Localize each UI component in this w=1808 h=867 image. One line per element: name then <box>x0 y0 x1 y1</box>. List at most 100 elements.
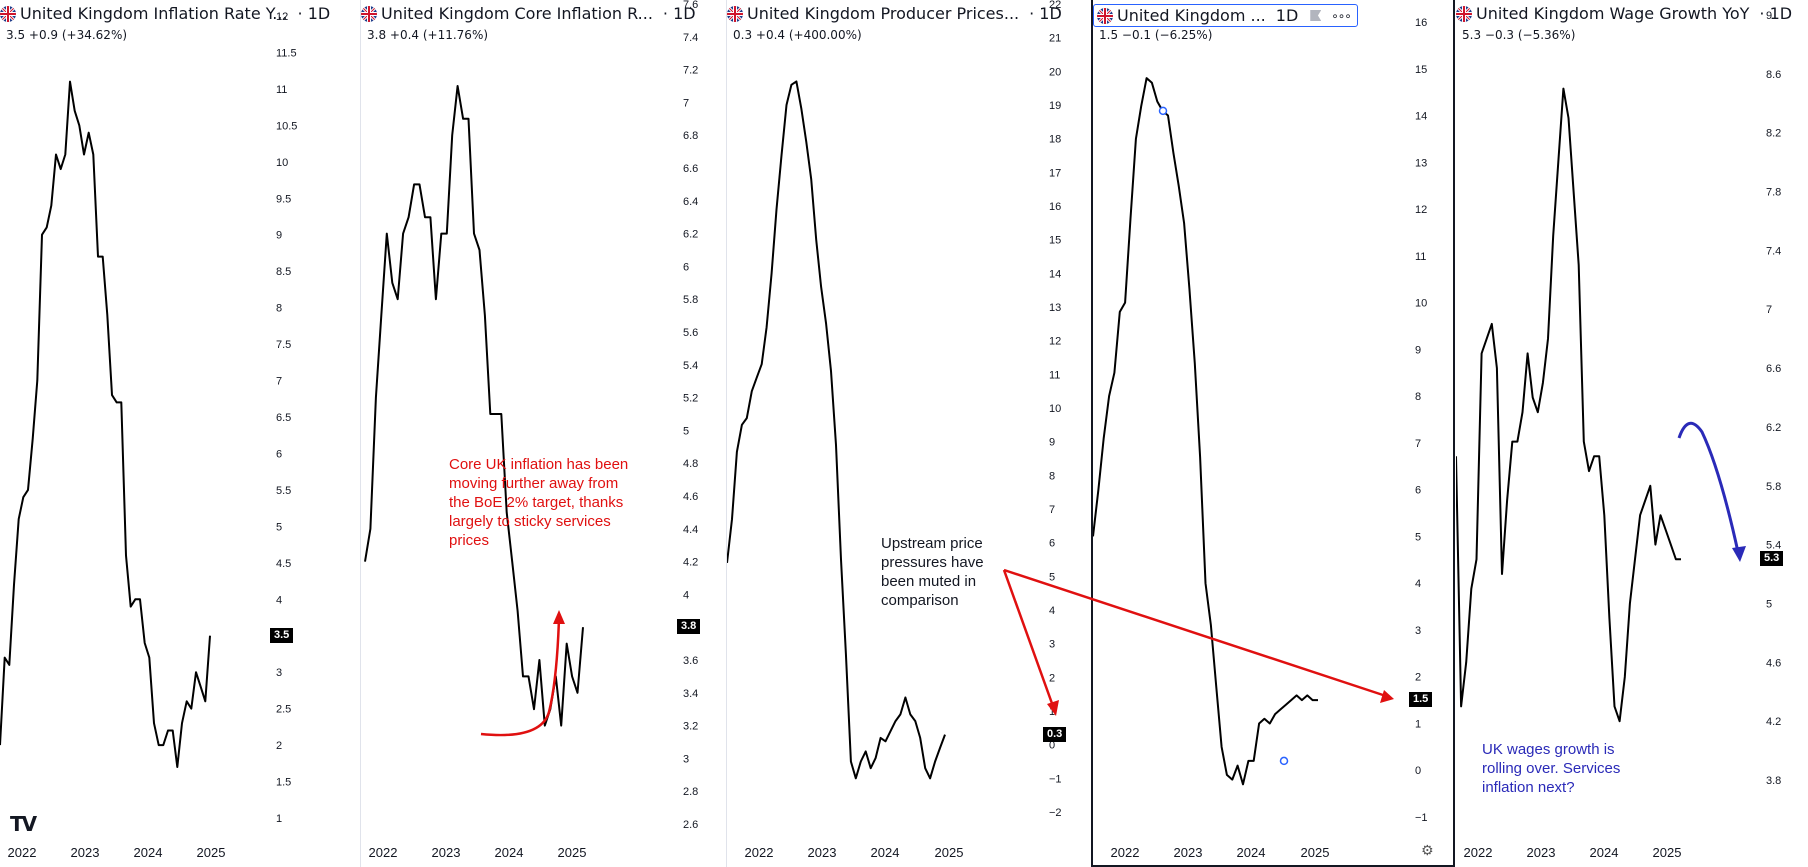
x-tick-label: 2022 <box>1464 845 1493 860</box>
y-tick-label: 2.8 <box>683 786 698 798</box>
y-tick-label: 12 <box>1415 204 1427 216</box>
y-axis: 1211.51110.5109.598.587.576.565.554.543.… <box>276 11 297 825</box>
y-tick-label: 7.2 <box>683 65 698 77</box>
y-tick-label: 0 <box>1049 740 1055 752</box>
y-tick-label: 6 <box>1415 485 1421 497</box>
pane-title: United Kingdom Wage Growth YoY <box>1476 4 1750 23</box>
series-line <box>727 80 946 780</box>
y-tick-label: 20 <box>1049 66 1061 78</box>
y-tick-label: 7 <box>1049 504 1055 516</box>
x-axis: 2022 2023 2024 2025 <box>1464 845 1682 860</box>
pane-header[interactable]: United Kingdom ... 1D ∘∘∘ <box>1093 4 1358 27</box>
y-tick-label: 7 <box>1766 304 1772 316</box>
arrow-head-icon <box>1732 546 1746 562</box>
x-tick-label: 2024 <box>871 845 900 860</box>
y-tick-label: 4.4 <box>683 524 698 536</box>
y-tick-label: 14 <box>1049 268 1061 280</box>
chart-svg: 222120191817161514131211109876543210−1−2… <box>727 0 1062 860</box>
pane-header[interactable]: United Kingdom Core Inflation R... · 1D <box>361 4 696 23</box>
x-tick-label: 2025 <box>1301 845 1330 860</box>
pane-header-box[interactable]: United Kingdom ... 1D ∘∘∘ <box>1093 4 1358 27</box>
y-tick-label: 7.8 <box>1766 187 1781 199</box>
y-tick-label: 4 <box>1415 578 1421 590</box>
uk-flag-icon <box>0 5 16 22</box>
y-tick-label: 5 <box>683 425 689 437</box>
pane-summary: 5.3 −0.3 (−5.36%) <box>1462 28 1576 42</box>
y-tick-label: 22 <box>1049 0 1061 11</box>
y-tick-label: 5 <box>1049 571 1055 583</box>
settings-gear-icon[interactable]: ⚙ <box>1421 843 1434 859</box>
y-tick-label: 9 <box>1766 10 1772 22</box>
y-tick-label: 9 <box>1415 344 1421 356</box>
y-tick-label: 6.4 <box>683 196 698 208</box>
y-tick-label: 3 <box>683 753 689 765</box>
y-tick-label: 7 <box>1415 438 1421 450</box>
y-tick-label: 4 <box>1049 605 1055 617</box>
y-tick-label: 6.2 <box>1766 422 1781 434</box>
pane-summary: 0.3 +0.4 (+400.00%) <box>733 28 862 42</box>
y-tick-label: 16 <box>1415 17 1427 29</box>
x-axis: 2022 2023 2024 2025 <box>369 845 587 860</box>
y-tick-label: 3.8 <box>1766 775 1781 787</box>
x-tick-label: 2023 <box>808 845 837 860</box>
y-tick-label: 2 <box>1049 672 1055 684</box>
chart-pane-selected[interactable]: United Kingdom ... 1D ∘∘∘ 1.5 −0.1 (−6.2… <box>1091 0 1455 867</box>
pane-divider[interactable] <box>360 0 361 867</box>
chart-pane-inflation[interactable]: United Kingdom Inflation Rate Y... · 1D … <box>0 0 360 867</box>
last-value-badge: 3.5 <box>270 627 294 643</box>
y-tick-label: 7.4 <box>1766 245 1781 257</box>
chart-pane-core-inflation[interactable]: United Kingdom Core Inflation R... · 1D … <box>361 0 726 867</box>
y-tick-label: 3.6 <box>683 655 698 667</box>
y-tick-label: 5 <box>1766 598 1772 610</box>
x-axis: 2022 2023 2024 2025 <box>1111 845 1330 860</box>
y-tick-label: 4.5 <box>276 558 291 570</box>
y-tick-label: 10 <box>276 157 288 169</box>
y-tick-label: −2 <box>1049 807 1062 819</box>
x-tick-label: 2022 <box>8 845 37 860</box>
producer-prices-annotation[interactable]: Upstream price pressures have been muted… <box>881 535 984 609</box>
y-tick-label: 1 <box>1415 718 1421 730</box>
flag-marker-icon[interactable] <box>1310 10 1322 21</box>
y-tick-label: 10 <box>1415 298 1427 310</box>
pane-divider[interactable] <box>726 0 727 867</box>
y-tick-label: 16 <box>1049 201 1061 213</box>
pane-header[interactable]: United Kingdom Wage Growth YoY · 1D <box>1456 4 1792 23</box>
x-tick-label: 2023 <box>1174 845 1203 860</box>
y-tick-label: −1 <box>1415 812 1428 824</box>
y-tick-label: 4.6 <box>1766 657 1781 669</box>
y-tick-label: 4 <box>276 594 282 606</box>
pane-header[interactable]: United Kingdom Inflation Rate Y... · 1D <box>0 4 330 23</box>
y-tick-label: 8.2 <box>1766 128 1781 140</box>
core-inflation-annotation[interactable]: Core UK inflation has been moving furthe… <box>449 456 629 549</box>
timeframe-label: · 1D <box>1029 4 1062 23</box>
pane-header[interactable]: United Kingdom Producer Prices... · 1D <box>727 4 1062 23</box>
x-tick-label: 2025 <box>558 845 587 860</box>
y-tick-label: 12 <box>1049 336 1061 348</box>
y-tick-label: 1.5 <box>276 777 291 789</box>
red-curved-arrow <box>480 617 561 737</box>
y-tick-label: 5.2 <box>683 393 698 405</box>
more-options-icon[interactable]: ∘∘∘ <box>1331 8 1352 23</box>
y-tick-label: 14 <box>1415 111 1427 123</box>
series-line <box>1093 77 1318 786</box>
y-tick-label: 7.6 <box>683 0 698 11</box>
y-tick-label: 15 <box>1415 64 1427 76</box>
x-axis: 2022 2023 2024 2025 <box>745 845 964 860</box>
wage-growth-annotation[interactable]: UK wages growth is rolling over. Service… <box>1482 741 1621 796</box>
y-tick-label: 8 <box>276 303 282 315</box>
y-tick-label: 6 <box>276 448 282 460</box>
y-tick-label: 9 <box>1049 437 1055 449</box>
y-tick-label: 8 <box>1415 391 1421 403</box>
y-tick-label: 19 <box>1049 100 1061 112</box>
y-tick-label: 10 <box>1049 403 1061 415</box>
pane-title: United Kingdom Inflation Rate Y... <box>20 4 288 23</box>
timeframe-label: 1D <box>1275 6 1299 25</box>
y-tick-label: 5.4 <box>1766 540 1781 552</box>
y-tick-label: 11 <box>276 84 287 96</box>
x-tick-label: 2024 <box>1590 845 1619 860</box>
chart-pane-producer-prices[interactable]: United Kingdom Producer Prices... · 1D 0… <box>727 0 1091 867</box>
tradingview-logo-icon[interactable]: TV <box>10 812 37 836</box>
last-value-badge: 3.8 <box>677 619 701 635</box>
chart-pane-wage-growth[interactable]: United Kingdom Wage Growth YoY · 1D 5.3 … <box>1456 0 1808 867</box>
y-axis: 9 8.6 8.2 7.8 7.4 7 6.6 6.2 5.8 5.4 5 4.6 4.2 3.8 <box>1766 10 1781 787</box>
